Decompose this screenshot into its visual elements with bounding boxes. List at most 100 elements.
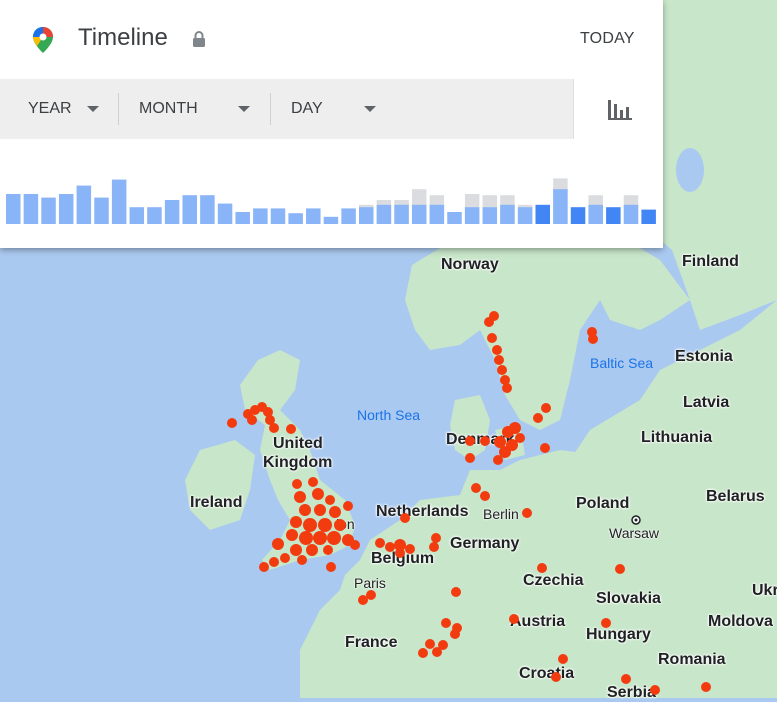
year-select-label: YEAR <box>28 100 72 117</box>
histogram-bar[interactable] <box>341 208 356 224</box>
histogram-bar[interactable] <box>553 189 568 224</box>
histogram-bar[interactable] <box>359 207 374 224</box>
visit-dot <box>418 648 428 658</box>
visit-dot <box>465 436 475 446</box>
histogram-bar[interactable] <box>323 216 339 224</box>
year-select[interactable]: YEAR <box>0 79 118 139</box>
visit-dot <box>588 334 598 344</box>
visit-dot <box>343 501 353 511</box>
histogram-bar[interactable] <box>111 179 127 224</box>
timeline-header: Timeline TODAY <box>0 0 663 79</box>
stats-button[interactable] <box>573 79 663 139</box>
histogram-bar[interactable] <box>23 194 39 224</box>
visit-dot <box>290 516 302 528</box>
histogram-bar[interactable] <box>641 209 656 224</box>
visit-dot <box>615 564 625 574</box>
visit-dot <box>551 672 561 682</box>
visit-dot <box>429 542 439 552</box>
month-select[interactable]: MONTH <box>119 79 269 139</box>
label-belgium: Belgium <box>371 550 435 567</box>
histogram-bar[interactable] <box>464 207 480 224</box>
label-estonia: Estonia <box>675 348 733 365</box>
label-serbia: Serbia <box>607 684 656 701</box>
chevron-down-icon <box>87 106 99 112</box>
label-ukraine: Ukr <box>752 582 777 599</box>
visit-dot <box>537 563 547 573</box>
histogram-bar[interactable] <box>76 185 92 224</box>
histogram-bar[interactable] <box>129 207 145 224</box>
visit-dot <box>259 562 269 572</box>
visit-dot <box>263 407 273 417</box>
visit-dot <box>350 540 360 550</box>
histogram-bar[interactable] <box>253 208 268 224</box>
page-title: Timeline <box>78 24 168 51</box>
histogram-bar[interactable] <box>376 204 392 224</box>
visit-dot <box>385 542 395 552</box>
today-button[interactable]: TODAY <box>580 30 635 47</box>
visit-dot <box>515 433 525 443</box>
visit-dot <box>489 311 499 321</box>
day-select[interactable]: DAY <box>271 79 391 139</box>
google-maps-pin-icon <box>33 27 53 53</box>
visit-dot <box>286 529 298 541</box>
histogram-bar[interactable] <box>447 212 462 224</box>
histogram-bar[interactable] <box>411 204 427 224</box>
histogram-bar[interactable] <box>623 204 639 224</box>
timeline-panel: Timeline TODAY YEAR MONTH DAY <box>0 0 663 248</box>
histogram-bar[interactable] <box>6 194 21 224</box>
histogram-bar[interactable] <box>217 203 233 224</box>
visit-dot <box>650 685 660 695</box>
visit-dot <box>269 557 279 567</box>
histogram-bar[interactable] <box>41 197 56 224</box>
label-united-kingdom-1: United <box>273 435 323 452</box>
label-france: France <box>345 634 398 651</box>
visit-dot <box>294 491 306 503</box>
histogram-bar[interactable] <box>500 204 515 224</box>
histogram-bar[interactable] <box>394 204 409 224</box>
label-latvia: Latvia <box>683 394 730 411</box>
label-lithuania: Lithuania <box>641 429 713 446</box>
histogram-bar[interactable] <box>94 197 109 224</box>
visit-dot <box>621 674 631 684</box>
histogram-bar[interactable] <box>517 207 533 224</box>
histogram-bar[interactable] <box>429 204 445 224</box>
histogram-bar[interactable] <box>270 208 286 224</box>
visit-dot <box>500 375 510 385</box>
timeline-histogram[interactable] <box>0 139 663 248</box>
histogram-bar[interactable] <box>288 213 303 224</box>
histogram-bar[interactable] <box>482 207 498 224</box>
visit-dot <box>358 595 368 605</box>
histogram-bar[interactable] <box>606 207 621 224</box>
histogram-bar[interactable] <box>182 195 198 224</box>
visit-dot <box>499 446 511 458</box>
label-austria: Austria <box>510 613 566 630</box>
visit-dot <box>247 415 257 425</box>
histogram-bar[interactable] <box>58 194 74 224</box>
visit-dot <box>432 647 442 657</box>
lake <box>676 148 704 192</box>
label-germany: Germany <box>450 535 520 552</box>
visit-dot <box>327 531 341 545</box>
histogram-bar[interactable] <box>306 208 321 224</box>
histogram-bar[interactable] <box>570 207 586 224</box>
visit-dot <box>438 640 448 650</box>
histogram-bar[interactable] <box>147 207 162 224</box>
label-paris: Paris <box>354 575 386 591</box>
chevron-down-icon <box>238 106 250 112</box>
label-romania: Romania <box>658 651 726 668</box>
histogram-bar[interactable] <box>535 204 551 224</box>
histogram-bar[interactable] <box>200 195 215 224</box>
visit-dot <box>292 479 302 489</box>
bar-chart-icon <box>608 100 632 120</box>
visit-dot <box>308 477 318 487</box>
histogram-bar[interactable] <box>164 200 180 224</box>
histogram-bar[interactable] <box>235 212 250 224</box>
visit-dot <box>451 587 461 597</box>
visit-dot <box>395 548 405 558</box>
visit-dot <box>480 491 490 501</box>
visit-dot <box>313 531 327 545</box>
histogram-bar[interactable] <box>588 204 603 224</box>
visit-dot <box>323 545 333 555</box>
visit-dot <box>494 436 506 448</box>
